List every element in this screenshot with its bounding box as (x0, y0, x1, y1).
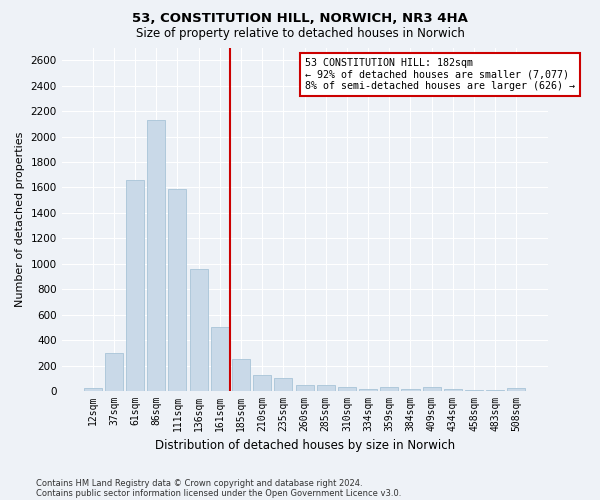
Bar (274, 378, 292, 391)
Bar (465, 390, 483, 391)
Bar (105, 353, 123, 391)
Text: Contains HM Land Registry data © Crown copyright and database right 2024.: Contains HM Land Registry data © Crown c… (36, 478, 362, 488)
Text: Contains public sector information licensed under the Open Government Licence v3: Contains public sector information licen… (36, 488, 401, 498)
X-axis label: Distribution of detached houses by size in Norwich: Distribution of detached houses by size … (155, 440, 455, 452)
Y-axis label: Number of detached properties: Number of detached properties (15, 132, 25, 307)
Bar (147, 120, 166, 391)
Bar (508, 388, 526, 391)
Text: 53 CONSTITUTION HILL: 182sqm
← 92% of detached houses are smaller (7,077)
8% of : 53 CONSTITUTION HILL: 182sqm ← 92% of de… (305, 58, 575, 91)
Bar (296, 384, 314, 391)
Bar (317, 386, 335, 391)
Bar (359, 388, 377, 391)
Bar (422, 387, 440, 391)
Bar (169, 188, 187, 391)
Text: Size of property relative to detached houses in Norwich: Size of property relative to detached ho… (136, 28, 464, 40)
Bar (126, 180, 144, 391)
Bar (444, 388, 462, 391)
Bar (401, 388, 419, 391)
Bar (380, 387, 398, 391)
Bar (190, 269, 208, 391)
Text: 53, CONSTITUTION HILL, NORWICH, NR3 4HA: 53, CONSTITUTION HILL, NORWICH, NR3 4HA (132, 12, 468, 26)
Bar (84, 388, 102, 391)
Bar (253, 375, 271, 391)
Bar (486, 390, 504, 391)
Bar (232, 359, 250, 391)
Bar (211, 327, 229, 391)
Bar (338, 386, 356, 391)
